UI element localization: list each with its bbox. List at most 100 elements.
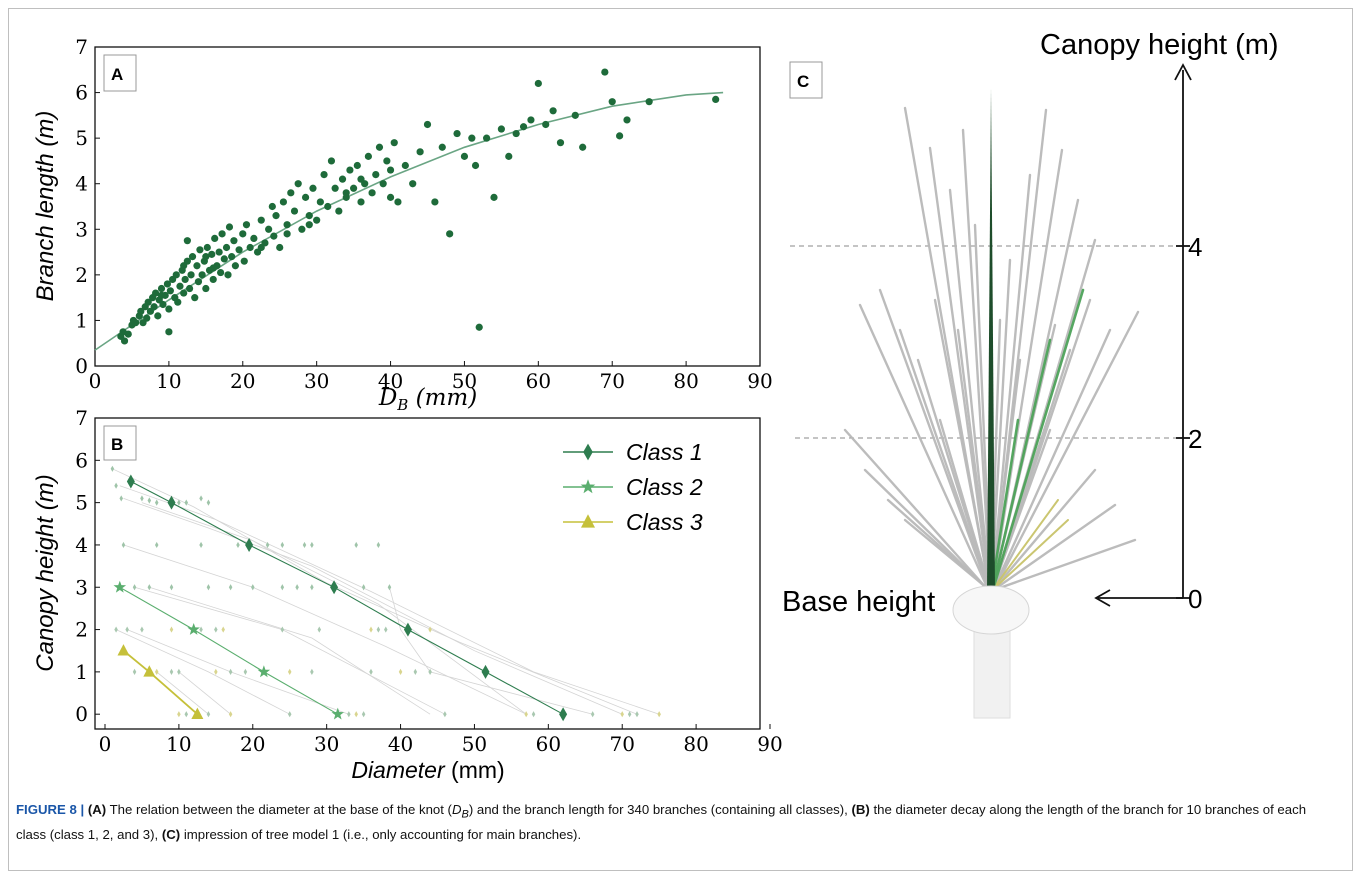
- panel-b-series: [113, 474, 568, 722]
- panel-b-bg-marker: [169, 626, 174, 633]
- panel-b-bg-marker: [443, 711, 447, 718]
- panel-c-axis-title: Canopy height (m): [1040, 29, 1279, 61]
- panel-c-branch: [933, 298, 992, 592]
- panel-b-bg-marker: [236, 541, 240, 549]
- panel-c-branch: [991, 288, 1085, 592]
- panel-b-bg-marker: [376, 541, 381, 549]
- panel-a-point: [446, 230, 454, 238]
- panel-b-bg-marker: [361, 584, 366, 591]
- panel-b-y-tick-label: 6: [75, 448, 88, 472]
- panel-b-x-label: Diameter (mm): [351, 757, 504, 783]
- panel-a-point: [209, 264, 217, 272]
- panel-b-bg-marker: [398, 668, 403, 675]
- panel-a-y-ticks: 0 1 2 3 4 5 6 7: [75, 35, 100, 378]
- panel-a-point: [279, 198, 288, 206]
- panel-a-point: [257, 243, 265, 252]
- panel-a-point: [423, 120, 432, 129]
- panel-c-base-label: Base height: [782, 586, 935, 618]
- panel-a-point: [645, 98, 653, 106]
- panel-b-bg-marker: [531, 711, 536, 718]
- caption-segment: ) and the branch length for 340 branches…: [468, 802, 852, 817]
- panel-a-point: [350, 184, 358, 192]
- panel-a-point: [327, 157, 336, 165]
- panel-b-bg-marker: [428, 626, 432, 633]
- panel-b-bg-marker: [287, 668, 292, 675]
- panel-b-bg-marker: [154, 541, 159, 549]
- panel-b-bg-marker: [369, 668, 373, 675]
- panel-a-y-tick-label: 7: [75, 35, 88, 59]
- panel-a-point: [309, 184, 317, 192]
- panel-b-y-tick-label: 0: [75, 702, 88, 726]
- panel-a-point: [235, 246, 243, 254]
- panel-b-bg-marker: [354, 711, 358, 718]
- panel-b-faint-line: [115, 629, 290, 715]
- panel-b-x-tick-label: 70: [609, 732, 634, 756]
- panel-a-y-tick-label: 4: [75, 172, 88, 196]
- caption-segment: (C): [161, 826, 181, 842]
- panel-c-branch: [991, 468, 1097, 592]
- panel-a-point: [338, 175, 347, 183]
- panel-a-scatter: A 0 10 20 30 40 50 60 70 80 90 0 1 2 3 4 5 6 7 DB (mm) B…: [32, 35, 773, 414]
- caption-segment: (A): [87, 802, 107, 817]
- panel-a-point: [137, 307, 145, 315]
- panel-a-point: [534, 79, 542, 88]
- panel-a-point: [120, 337, 129, 345]
- panel-b-bg-marker: [295, 584, 299, 591]
- panel-a-point: [549, 107, 557, 115]
- panel-b-bg-marker: [280, 626, 285, 633]
- panel-a-point: [357, 175, 365, 183]
- panel-a-point: [468, 134, 476, 142]
- panel-b-bg-marker: [154, 499, 159, 506]
- panel-a-y-tick-label: 1: [75, 308, 88, 332]
- panel-b-bg-marker: [413, 668, 418, 675]
- panel-a-point: [383, 157, 391, 165]
- panel-c-branch: [878, 288, 990, 592]
- caption-segment: the diameter decay along the length of t…: [16, 802, 1307, 842]
- panel-a-point: [471, 161, 480, 170]
- panel-b-series-marker: [187, 623, 200, 635]
- panel-b-x-tick-label: 50: [462, 732, 487, 756]
- caption-segment: (B): [851, 802, 870, 817]
- panel-b-y-label: Canopy height (m): [32, 474, 59, 671]
- panel-b-y-tick-label: 5: [75, 491, 88, 515]
- panel-a-point: [313, 216, 321, 224]
- panel-b-series-marker: [481, 664, 490, 679]
- panel-b-bg-marker: [280, 584, 285, 591]
- panel-a-point: [228, 253, 236, 261]
- panel-c-branch: [928, 146, 991, 592]
- panel-a-point: [357, 198, 365, 206]
- panel-a-point: [283, 230, 291, 238]
- panel-c-branch: [991, 499, 1059, 591]
- panel-c-ticks: 0 2 4: [1176, 232, 1202, 614]
- panel-b-bg-marker: [657, 711, 661, 718]
- panel-b-bg-marker: [369, 626, 373, 633]
- panel-a-point: [335, 207, 343, 215]
- panel-b-y-tick-label: 7: [75, 406, 88, 430]
- caption-segment: impression of tree model 1 (i.e., only a…: [180, 826, 582, 842]
- panel-b-plot-area: [94, 417, 761, 730]
- panel-c-tree-model: C Canopy height (m) 0 2 4 Base height: [782, 29, 1279, 719]
- panel-b-bg-marker: [169, 584, 174, 591]
- panel-b-bg-marker: [206, 584, 211, 591]
- panel-a-point: [512, 129, 520, 138]
- panel-c-tick-label: 2: [1188, 424, 1202, 454]
- panel-a-point: [208, 250, 216, 258]
- panel-b-series-marker: [113, 580, 127, 593]
- panel-b-letter-box: [103, 425, 137, 461]
- caption-segment: D: [451, 802, 462, 817]
- panel-a-point: [202, 253, 210, 261]
- panel-b-bg-marker: [361, 711, 366, 718]
- panel-b-bg-marker: [310, 668, 314, 675]
- panel-b-faint-line: [141, 502, 527, 715]
- panel-a-point: [132, 319, 140, 327]
- panel-a-point: [166, 287, 174, 295]
- panel-a-point: [497, 125, 505, 133]
- panel-b-faint-line: [178, 671, 231, 715]
- panel-b-x-tick-label: 80: [683, 732, 708, 756]
- panel-a-point: [394, 198, 402, 206]
- panel-b-background-markers: [110, 465, 661, 718]
- panel-b-x-tick-label: 20: [240, 732, 265, 756]
- caption-segment: B: [461, 808, 469, 821]
